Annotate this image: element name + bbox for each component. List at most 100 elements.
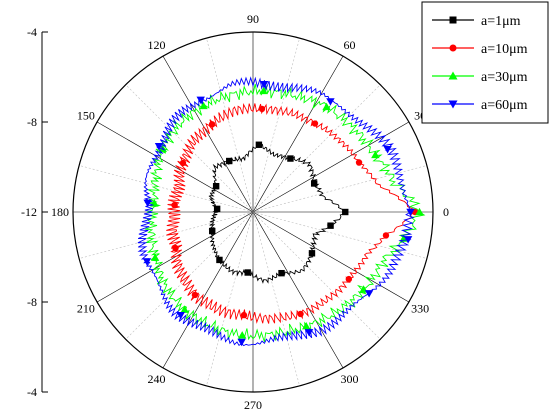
series-marker (209, 227, 216, 235)
angle-tick-label: 270 (244, 398, 262, 412)
spoke-minor (252, 84, 381, 213)
series-1 (208, 141, 349, 284)
series-marker (154, 142, 164, 151)
series-marker (297, 310, 304, 318)
spoke-minor (79, 211, 254, 259)
spoke-minor (252, 211, 381, 340)
legend-label: a=1μm (481, 14, 521, 29)
series-marker (278, 269, 285, 277)
series-marker (216, 256, 223, 264)
series-marker (259, 86, 268, 95)
spoke-major (96, 211, 254, 303)
series-marker (142, 258, 152, 266)
spoke-major (162, 55, 254, 213)
series-marker (327, 222, 334, 229)
series-marker (238, 331, 247, 339)
spoke-minor (79, 165, 254, 213)
series-marker (180, 305, 189, 313)
series-marker (302, 321, 311, 330)
spoke-major (252, 121, 410, 213)
series-marker (383, 146, 392, 154)
series-line (166, 103, 416, 324)
series-marker (237, 338, 246, 347)
series-marker (342, 208, 349, 216)
series-3 (145, 83, 426, 343)
series-marker (258, 105, 266, 113)
angle-tick-label: 240 (148, 372, 166, 386)
spoke-major (96, 121, 254, 213)
series-marker (172, 244, 179, 252)
spoke-minor (252, 211, 300, 386)
radial-tick-label: -8 (27, 295, 37, 309)
series-marker (208, 121, 216, 128)
series-marker (176, 312, 185, 320)
spoke-minor (252, 165, 427, 213)
radial-tick-label: -8 (27, 115, 37, 129)
radial-tick-label: -4 (27, 385, 37, 399)
series-marker (259, 81, 269, 89)
series-marker (345, 275, 353, 283)
spoke-minor (125, 84, 254, 213)
spoke-minor (206, 38, 254, 213)
radial-tick-label: -4 (27, 25, 37, 39)
polar-grid (72, 31, 434, 393)
spoke-major (252, 55, 344, 213)
legend-box (421, 1, 549, 124)
legend: a=1μm a=10μm a=30μm a=60μm (421, 1, 549, 124)
series-marker (150, 253, 160, 261)
series-marker (403, 236, 413, 244)
series-marker (287, 155, 294, 162)
spoke-minor (125, 211, 254, 340)
series-marker (143, 199, 152, 207)
angle-tick-label: 0 (443, 205, 449, 219)
series-marker (364, 290, 374, 298)
radial-tick-label: -12 (21, 205, 37, 219)
spoke-major (252, 211, 344, 369)
series-2 (166, 103, 419, 324)
series-marker (311, 120, 319, 127)
series-marker (226, 157, 233, 165)
series-marker (244, 269, 251, 276)
series-marker (449, 44, 457, 52)
series-line (145, 83, 426, 343)
series-marker (322, 102, 331, 111)
angle-tick-label: 60 (344, 38, 356, 52)
angle-tick-label: 150 (77, 109, 95, 123)
angle-tick-label: 180 (51, 205, 69, 219)
legend-label: a=60μm (481, 98, 528, 113)
series-marker (179, 159, 187, 167)
angle-tick-label: 210 (77, 302, 95, 316)
series-marker (355, 159, 363, 166)
series-marker (448, 100, 458, 109)
series-marker (449, 16, 457, 24)
series-marker (310, 180, 318, 187)
series-line (137, 76, 415, 347)
radial-ticks: -4 -8 -12 -8 -4 (21, 25, 48, 399)
series-marker (213, 205, 221, 213)
series-marker (255, 141, 263, 148)
series-marker (191, 291, 199, 299)
series-marker (415, 207, 424, 216)
series-marker (196, 96, 205, 105)
angle-tick-label: 90 (247, 12, 259, 26)
legend-label: a=10μm (481, 42, 528, 57)
angle-tick-label: 330 (411, 302, 429, 316)
series-marker (308, 250, 316, 257)
series-marker (199, 101, 208, 110)
series-layer (137, 76, 426, 347)
angle-tick-label: 300 (341, 372, 359, 386)
spoke-major (252, 211, 410, 303)
spoke-minor (206, 211, 254, 386)
series-marker (326, 98, 335, 106)
series-marker (240, 311, 248, 319)
series-marker (171, 201, 178, 209)
series-marker (371, 150, 380, 159)
series-marker (406, 208, 415, 217)
spoke-minor (252, 38, 300, 213)
series-marker (304, 329, 314, 337)
series-marker (212, 182, 220, 190)
legend-label: a=30μm (481, 70, 528, 85)
radial-axis: -4 -8 -12 -8 -4 (21, 25, 48, 399)
